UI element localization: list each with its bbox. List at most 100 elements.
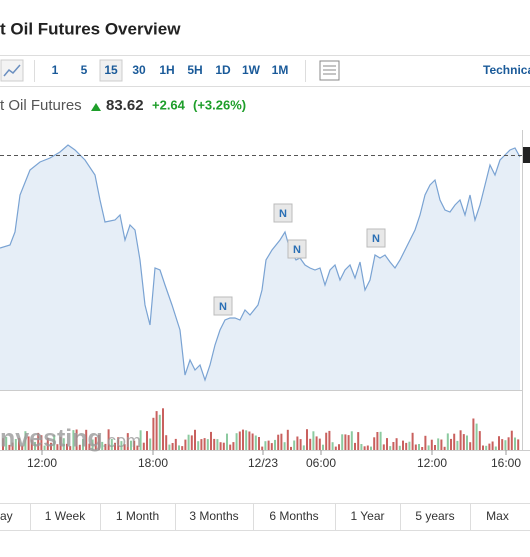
interval-button[interactable]: 1M: [272, 63, 289, 77]
volume-bar: [110, 439, 113, 450]
volume-bar: [94, 437, 97, 450]
volume-bar: [184, 439, 187, 450]
volume-bar: [469, 442, 472, 450]
range-tab[interactable]: Max: [486, 509, 509, 523]
volume-bar: [354, 442, 356, 450]
volume-bar: [443, 446, 446, 450]
news-marker[interactable]: [287, 239, 307, 259]
volume-bar: [5, 436, 8, 450]
volume-bar: [459, 430, 462, 450]
interval-button[interactable]: 30: [132, 63, 146, 77]
price-tag: [522, 147, 530, 163]
instrument-name: t Oil Futures: [0, 97, 82, 114]
volume-bar: [414, 444, 417, 450]
icon-box[interactable]: [0, 59, 24, 82]
interval-button[interactable]: 15: [104, 63, 118, 77]
volume-bar: [194, 429, 196, 450]
range-tab[interactable]: 1 Year: [350, 509, 384, 523]
selected-button[interactable]: [99, 59, 123, 82]
volume-bar: [258, 437, 260, 450]
volume-bar: [136, 445, 139, 450]
news-marker[interactable]: [366, 228, 386, 248]
volume-bar: [306, 429, 308, 450]
volume-bar: [491, 441, 494, 450]
volume-bar: [8, 444, 11, 450]
volume-bar: [498, 436, 500, 450]
range-tab[interactable]: 1 Week: [45, 509, 86, 523]
volume-bar: [424, 435, 427, 450]
volume-bar: [411, 432, 414, 450]
volume-bar: [69, 446, 72, 450]
volume-bar: [213, 438, 216, 450]
volume-bar: [232, 442, 235, 450]
volume-bar: [62, 438, 65, 450]
range-tab[interactable]: 1 Month: [116, 509, 159, 523]
volume-bar: [382, 444, 385, 450]
news-marker[interactable]: [213, 296, 233, 316]
volume-bar: [501, 439, 504, 450]
interval-button[interactable]: 5H: [187, 63, 202, 77]
news-marker-label[interactable]: N: [279, 208, 287, 220]
volume-bar: [427, 445, 430, 450]
volume-bar: [222, 442, 225, 450]
volume-bar: [405, 442, 408, 450]
volume-bar: [254, 435, 257, 450]
news-marker-label[interactable]: N: [219, 301, 227, 313]
interval-button[interactable]: 1: [52, 63, 59, 77]
volume-bar: [142, 442, 145, 450]
volume-bar: [78, 444, 81, 450]
volume-bar: [2, 438, 4, 450]
volume-bar: [373, 437, 376, 450]
volume-bar: [267, 440, 270, 450]
volume-bar: [174, 438, 177, 450]
watermark-suffix: .com: [102, 431, 141, 451]
interval-button[interactable]: 5: [81, 63, 88, 77]
range-tab[interactable]: 6 Months: [269, 509, 318, 523]
interval-button[interactable]: 1W: [242, 63, 261, 77]
volume-bar: [283, 442, 286, 450]
range-tab[interactable]: 5 years: [415, 509, 454, 523]
chart-type-icon[interactable]: [0, 59, 24, 82]
volume-bar: [117, 437, 120, 450]
volume-bar: [325, 432, 328, 450]
volume-bar: [98, 434, 100, 450]
volume-bar: [43, 445, 46, 450]
volume-bar: [408, 441, 411, 450]
volume-bar: [251, 433, 254, 450]
volume-bar: [395, 438, 398, 450]
volume-bar: [181, 446, 184, 450]
volume-bar: [280, 433, 283, 450]
volume-bar: [155, 411, 158, 450]
volume-bar: [299, 439, 302, 450]
volume-bar: [453, 433, 456, 450]
technical-link[interactable]: Technica: [483, 63, 530, 77]
x-tick-label: 12/23: [248, 456, 278, 470]
volume-bar: [107, 429, 110, 450]
news-marker-label[interactable]: N: [293, 244, 301, 256]
range-tab[interactable]: ay: [0, 509, 13, 523]
volume-bar: [462, 434, 465, 450]
volume-bar: [475, 423, 478, 450]
volume-bar: [59, 436, 62, 450]
volume-bar: [478, 431, 481, 450]
volume-bar: [517, 439, 520, 450]
volume-bar: [34, 441, 36, 450]
volume-bar: [286, 429, 289, 450]
volume-bar: [11, 442, 14, 450]
volume-bar: [450, 438, 452, 450]
news-marker[interactable]: [273, 203, 293, 223]
news-marker-label[interactable]: N: [372, 233, 380, 245]
icon-lines: [323, 65, 336, 75]
volume-bar: [197, 441, 200, 450]
interval-button[interactable]: 1D: [215, 63, 231, 77]
volume-bar: [248, 431, 251, 450]
volume-bar: [91, 439, 94, 450]
volume-bar: [114, 442, 116, 450]
interval-button[interactable]: 1H: [159, 63, 174, 77]
volume-bar: [37, 432, 40, 450]
settings-icon[interactable]: [319, 60, 340, 81]
volume-bar: [494, 446, 497, 450]
volume-bar: [261, 446, 264, 450]
range-tab[interactable]: 3 Months: [189, 509, 238, 523]
watermark: nvesting: [0, 425, 103, 453]
